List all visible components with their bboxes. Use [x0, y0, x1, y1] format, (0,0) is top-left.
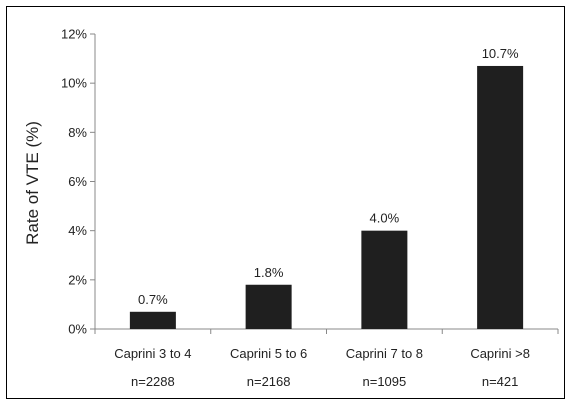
data-label: 0.7% [138, 292, 168, 307]
category-label: Caprini 3 to 4 [114, 346, 191, 361]
bar [245, 284, 292, 329]
y-tick-label: 6% [68, 174, 87, 189]
y-tick-label: 8% [68, 125, 87, 140]
category-label: Caprini 5 to 6 [230, 346, 307, 361]
category-label: Caprini 7 to 8 [346, 346, 423, 361]
y-tick-label: 2% [68, 272, 87, 287]
y-tick-label: 10% [61, 76, 87, 91]
y-tick-label: 0% [68, 322, 87, 337]
sample-size-labels: n=2288 n=2168 n=1095 n=421 [131, 374, 518, 389]
category-labels: Caprini 3 to 4 Caprini 5 to 6 Caprini 7 to… [114, 346, 530, 361]
sample-size-label: n=1095 [363, 374, 407, 389]
bar [361, 230, 408, 329]
chart-frame [6, 6, 565, 399]
sample-size-label: n=2288 [131, 374, 175, 389]
data-labels: 0.7% 1.8% 4.0% 10.7% [138, 46, 519, 307]
data-label: 4.0% [370, 211, 400, 226]
category-label: Caprini >8 [470, 346, 530, 361]
bars [129, 65, 524, 329]
sample-size-label: n=421 [482, 374, 519, 389]
y-tick-label: 12% [61, 27, 87, 42]
y-ticks: 0% 2% 4% 6% 8% 10% 12% [61, 27, 95, 337]
data-label: 1.8% [254, 265, 284, 280]
y-axis-label: Rate of VTE (%) [23, 121, 42, 245]
bar [477, 65, 524, 329]
data-label: 10.7% [482, 46, 519, 61]
y-tick-label: 4% [68, 223, 87, 238]
sample-size-label: n=2168 [247, 374, 291, 389]
bar [129, 311, 176, 329]
